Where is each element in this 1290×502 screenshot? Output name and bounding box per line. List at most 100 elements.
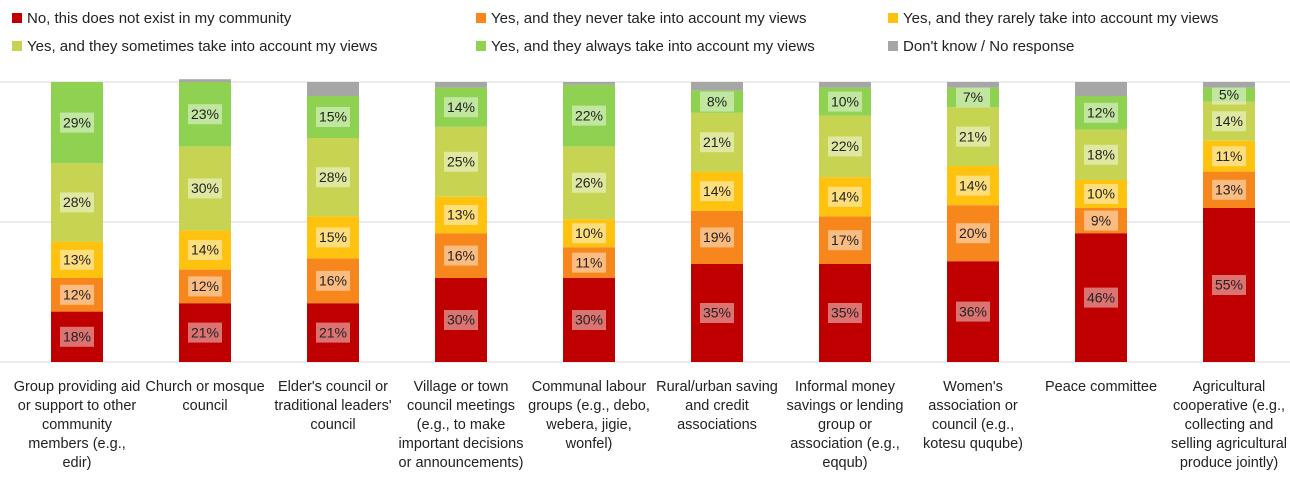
bar-segment <box>563 84 615 147</box>
bar-segment <box>179 146 231 231</box>
data-label: 13% <box>63 252 91 268</box>
label-bg <box>188 240 222 260</box>
label-bg <box>700 181 734 202</box>
bar-segment <box>435 87 487 127</box>
bar-segment <box>819 87 871 116</box>
bar-segment <box>435 82 487 88</box>
data-label: 13% <box>447 207 475 223</box>
bar-segment <box>307 82 359 96</box>
label-bg <box>1212 146 1246 167</box>
bar-segment <box>563 82 615 85</box>
label-bg <box>828 186 862 207</box>
data-label: 14% <box>191 242 219 258</box>
bar-segment <box>1203 171 1255 208</box>
data-label: 14% <box>447 99 475 115</box>
label-bg <box>60 326 94 347</box>
label-bg <box>572 105 606 126</box>
bar-segment <box>51 241 103 278</box>
bar-segment <box>819 264 871 362</box>
legend-entry: Yes, and they sometimes take into accoun… <box>12 38 377 55</box>
bar-segment <box>307 96 359 138</box>
bar-segment <box>1203 140 1255 172</box>
label-bg <box>956 301 990 322</box>
x-tick-label: Women's association or council (e.g., ko… <box>923 379 1023 452</box>
label-bg <box>1084 144 1118 165</box>
bar-segment <box>563 247 615 278</box>
label-bg <box>956 126 990 147</box>
label-bg <box>572 223 606 244</box>
bar-segment <box>435 126 487 197</box>
x-tick-label: Peace committee <box>1044 379 1158 395</box>
legend-swatch <box>476 13 486 23</box>
data-label: 30% <box>447 312 475 328</box>
label-bg <box>188 178 222 199</box>
label-bg <box>316 322 350 343</box>
label-bg <box>1084 184 1118 204</box>
bar-segment <box>819 82 871 88</box>
label-bg <box>444 97 478 118</box>
data-label: 28% <box>319 169 347 185</box>
data-label: 30% <box>191 180 219 196</box>
label-bg <box>1212 179 1246 200</box>
bar-segment <box>1203 101 1255 141</box>
data-label: 29% <box>63 114 91 130</box>
data-label: 10% <box>831 93 859 109</box>
bar-segment <box>1203 82 1255 88</box>
bar-segment <box>691 264 743 362</box>
bar-segment <box>179 303 231 362</box>
bar-segment <box>307 258 359 304</box>
data-label: 21% <box>191 324 219 340</box>
data-label: 14% <box>959 177 987 193</box>
label-bg <box>1084 287 1118 308</box>
x-tick-label: Church or mosque council <box>145 379 265 414</box>
data-label: 14% <box>703 183 731 199</box>
data-label: 9% <box>1091 212 1111 228</box>
bar-segment <box>307 303 359 362</box>
bar-segment <box>179 79 231 82</box>
data-label: 55% <box>1215 277 1243 293</box>
bar-segment <box>819 216 871 264</box>
bar-segment <box>1075 180 1127 208</box>
data-label: 10% <box>1087 186 1115 202</box>
label-bg <box>572 172 606 193</box>
legend-swatch <box>12 13 22 23</box>
label-bg <box>956 175 990 196</box>
data-label: 11% <box>1216 148 1243 164</box>
data-label: 15% <box>319 109 347 125</box>
legend-label: Yes, and they never take into account my… <box>491 10 807 27</box>
legend-swatch <box>888 13 898 23</box>
label-bg <box>60 192 94 213</box>
label-bg <box>828 91 862 112</box>
label-bg <box>956 87 990 108</box>
data-label: 17% <box>831 232 859 248</box>
bar-segment <box>51 163 103 242</box>
label-bg <box>60 249 94 270</box>
data-label: 5% <box>1219 86 1239 102</box>
data-label: 30% <box>575 312 603 328</box>
data-label: 13% <box>1215 182 1243 198</box>
bar-segment <box>819 177 871 217</box>
bar-segment <box>819 115 871 178</box>
label-bg <box>828 136 862 157</box>
bar-segment <box>691 90 743 113</box>
legend-entry: Yes, and they rarely take into account m… <box>888 10 1218 27</box>
label-bg <box>700 91 734 112</box>
label-bg <box>1212 275 1246 295</box>
bar-segment <box>179 82 231 147</box>
x-tick-label: Elder's council or traditional leaders' … <box>274 379 392 433</box>
bar-segment <box>947 82 999 88</box>
label-bg <box>188 104 222 125</box>
label-bg <box>1084 210 1118 231</box>
label-bg <box>60 112 94 133</box>
data-label: 16% <box>447 247 475 263</box>
bar-segment <box>691 210 743 264</box>
bar-segment <box>947 261 999 362</box>
bar-segment <box>435 233 487 278</box>
legend-entry: No, this does not exist in my community <box>12 10 291 27</box>
data-label: 14% <box>831 189 859 205</box>
data-label: 28% <box>63 194 91 210</box>
bar-segment <box>435 278 487 362</box>
data-label: 23% <box>191 106 219 122</box>
label-bg <box>700 132 734 153</box>
bar-segment <box>307 216 359 259</box>
